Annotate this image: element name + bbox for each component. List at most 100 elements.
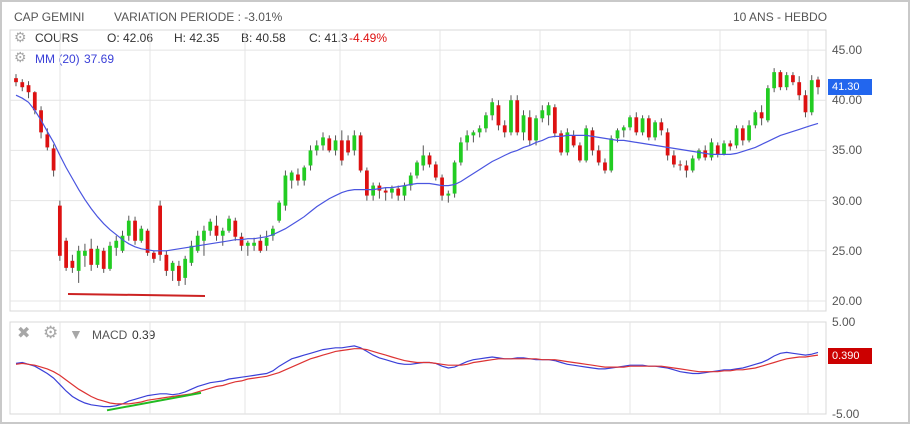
candle xyxy=(95,245,100,268)
last-price-tag: 41.30 xyxy=(828,79,872,96)
candle xyxy=(415,160,419,179)
macd-line xyxy=(15,345,819,408)
candle xyxy=(603,158,607,174)
period-selector[interactable]: 10 ANS - HEBDO xyxy=(733,10,828,24)
candle xyxy=(302,165,307,186)
candle xyxy=(170,260,175,281)
candle xyxy=(271,225,275,241)
candle xyxy=(76,245,81,283)
price-chart xyxy=(14,68,820,297)
candle xyxy=(108,241,112,271)
candle xyxy=(640,115,645,136)
candle xyxy=(571,130,576,148)
candle xyxy=(697,148,701,161)
candle xyxy=(791,72,795,86)
candle xyxy=(690,155,695,173)
candle xyxy=(371,182,376,201)
candle xyxy=(264,230,269,251)
candle xyxy=(715,142,720,158)
candle xyxy=(64,237,69,271)
price-tick-label: 25.00 xyxy=(832,243,863,258)
macd-panel-border xyxy=(9,321,827,415)
candle xyxy=(364,167,369,201)
candle xyxy=(20,79,25,92)
low-value: B: 40.58 xyxy=(241,31,286,45)
candle xyxy=(646,115,651,141)
price-tick-label: 20.00 xyxy=(832,293,863,308)
candle xyxy=(133,216,137,245)
arrow-down-icon[interactable]: ▼ xyxy=(69,326,83,342)
candle xyxy=(26,81,31,99)
candle xyxy=(126,215,131,241)
candle xyxy=(678,160,683,171)
price-panel-border xyxy=(9,29,827,312)
candle xyxy=(502,120,507,138)
candle xyxy=(427,152,432,168)
macd-value-tag: 0.390 xyxy=(828,348,872,365)
gear-icon[interactable]: ⚙ xyxy=(14,49,27,65)
candle xyxy=(277,200,282,223)
candle xyxy=(552,104,557,138)
price-tick-label: 40.00 xyxy=(832,93,863,108)
candle xyxy=(759,105,764,126)
candle xyxy=(233,217,238,241)
candle xyxy=(139,225,144,243)
candle xyxy=(195,230,200,253)
candle xyxy=(346,135,350,156)
candle xyxy=(227,215,231,233)
candle xyxy=(114,235,119,256)
gear-icon[interactable]: ⚙ xyxy=(14,29,27,45)
ma-value: 37.69 xyxy=(84,52,115,66)
candle xyxy=(765,85,770,123)
candle xyxy=(734,125,739,149)
candle xyxy=(440,174,444,201)
candle xyxy=(628,115,632,131)
candle xyxy=(314,140,319,156)
candle xyxy=(101,247,106,273)
candle xyxy=(51,144,56,177)
candle xyxy=(584,125,589,163)
candle xyxy=(521,110,526,141)
variation-periode: VARIATION PERIODE : -3.01% xyxy=(114,10,283,24)
candle xyxy=(208,218,213,236)
candle xyxy=(684,160,689,178)
candle xyxy=(546,102,551,126)
candle xyxy=(559,130,563,156)
candle xyxy=(283,170,288,211)
candle xyxy=(202,225,206,256)
candle xyxy=(728,140,733,151)
candle xyxy=(83,243,87,267)
price-tick-label: 35.00 xyxy=(832,143,863,158)
candle xyxy=(471,130,476,143)
candle xyxy=(239,232,244,251)
close-change: -4.49% xyxy=(349,31,388,45)
candle xyxy=(490,98,495,121)
open-value: O: 42.06 xyxy=(107,31,154,45)
close-icon[interactable]: ✖ xyxy=(17,325,31,342)
cours-label: COURS xyxy=(35,31,79,45)
candle xyxy=(596,145,601,166)
candle xyxy=(672,150,676,168)
candle xyxy=(797,76,802,101)
candle xyxy=(57,200,62,261)
candle xyxy=(772,68,777,93)
candle xyxy=(358,132,363,173)
candle xyxy=(722,140,726,156)
candle xyxy=(177,260,181,286)
candle xyxy=(747,120,751,143)
candle xyxy=(496,100,501,131)
gear-icon[interactable]: ⚙ xyxy=(43,323,59,342)
signal-line xyxy=(15,348,819,405)
macd-tick-label: 5.00 xyxy=(832,315,856,329)
candle xyxy=(477,125,482,138)
candle xyxy=(484,112,488,133)
price-tick-label: 45.00 xyxy=(832,43,863,58)
candle xyxy=(352,130,357,156)
candle xyxy=(590,127,595,156)
candle xyxy=(665,128,670,161)
candle xyxy=(252,237,256,251)
candle xyxy=(70,254,75,273)
candle xyxy=(634,112,639,136)
candle xyxy=(609,135,614,173)
